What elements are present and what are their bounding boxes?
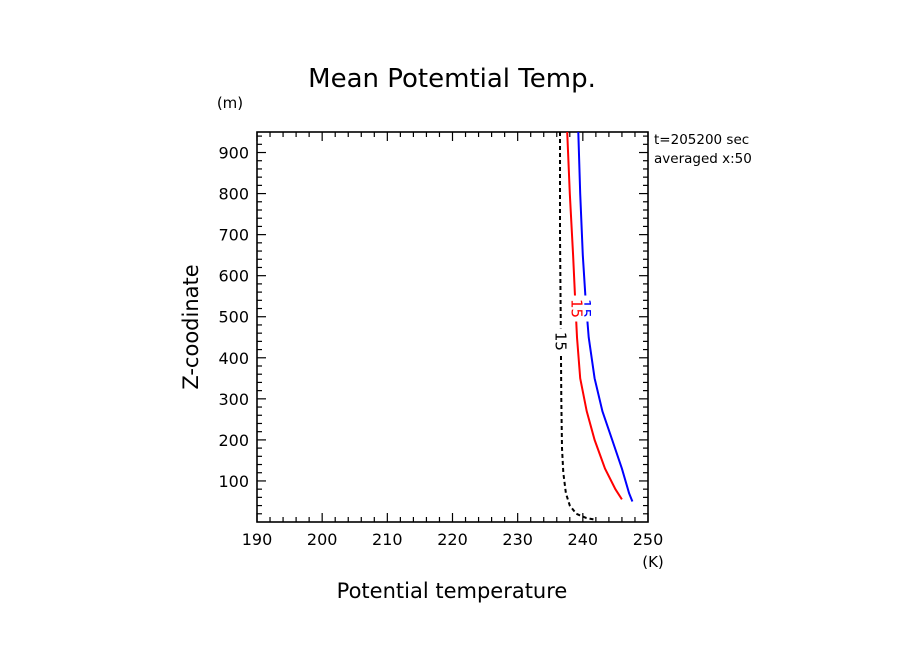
y-axis-title: Z-coodinate: [179, 264, 203, 389]
y-tick-label: 900: [218, 144, 249, 163]
y-unit-label: (m): [217, 94, 243, 112]
y-tick-label: 800: [218, 185, 249, 204]
contour-label: 15: [567, 299, 585, 318]
x-tick-label: 240: [568, 530, 599, 549]
x-axis-title: Potential temperature: [337, 579, 568, 603]
contour-line-3: [559, 132, 597, 521]
time-annotation: t=205200 sec: [654, 132, 749, 148]
axis-ticks: 190 200 210 220 230 240 250 100 200 300 400 500 600 7…: [218, 132, 663, 549]
y-tick-label: 500: [218, 308, 249, 327]
y-tick-label: 100: [218, 472, 249, 491]
chart-title: Mean Potemtial Temp.: [308, 64, 596, 94]
x-tick-label: 200: [307, 530, 338, 549]
y-tick-label: 600: [218, 267, 249, 286]
x-tick-label: 230: [502, 530, 533, 549]
x-tick-label: 220: [437, 530, 468, 549]
contour-label: 15: [552, 332, 570, 351]
contour-label-bg: [552, 328, 569, 355]
x-tick-label: 190: [242, 530, 273, 549]
y-tick-label: 300: [218, 390, 249, 409]
y-tick-label: 400: [218, 349, 249, 368]
x-tick-label: 210: [372, 530, 403, 549]
x-tick-label: 250: [633, 530, 664, 549]
average-annotation: averaged x:50: [654, 151, 752, 167]
contour-line-2: [566, 131, 623, 500]
contour-label-bg: [568, 295, 585, 322]
x-unit-label: (K): [642, 553, 664, 571]
y-tick-label: 700: [218, 226, 249, 245]
y-tick-label: 200: [218, 431, 249, 450]
contour-line-1: [577, 131, 634, 502]
plot-frame: [256, 131, 649, 523]
